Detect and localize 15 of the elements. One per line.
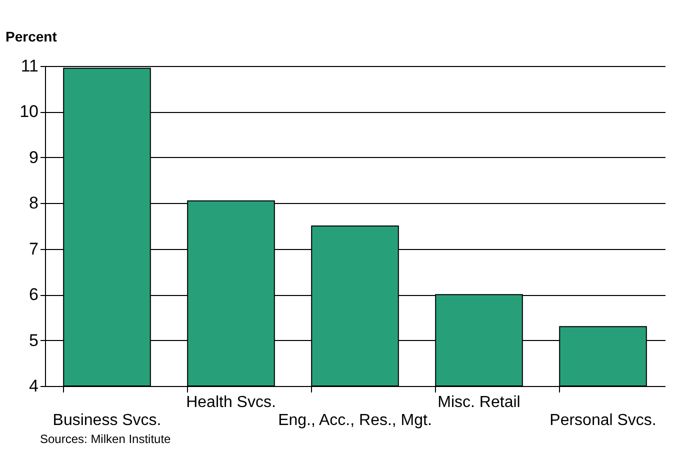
y-tick-label: 10 [20,102,38,122]
y-tick-label: 7 [29,239,38,258]
y-tick-label: 4 [29,376,38,396]
source-note: Sources: Milken Institute [40,432,172,446]
x-tick-label: Eng., Acc., Res., Mgt. [278,412,432,429]
y-tick-label: 11 [20,56,38,76]
y-tick-label: 8 [29,194,38,213]
y-tick-label: 6 [29,285,38,304]
x-tick-label: Misc. Retail [438,394,520,411]
x-tick-label: Health Svcs. [186,394,276,411]
x-tick-label: Business Svcs. [52,412,162,429]
y-tick-label: 5 [29,330,38,350]
y-tick-label: 9 [29,148,38,167]
x-tick-label: Personal Svcs. [550,412,656,429]
y-axis-title: Percent [6,28,58,44]
